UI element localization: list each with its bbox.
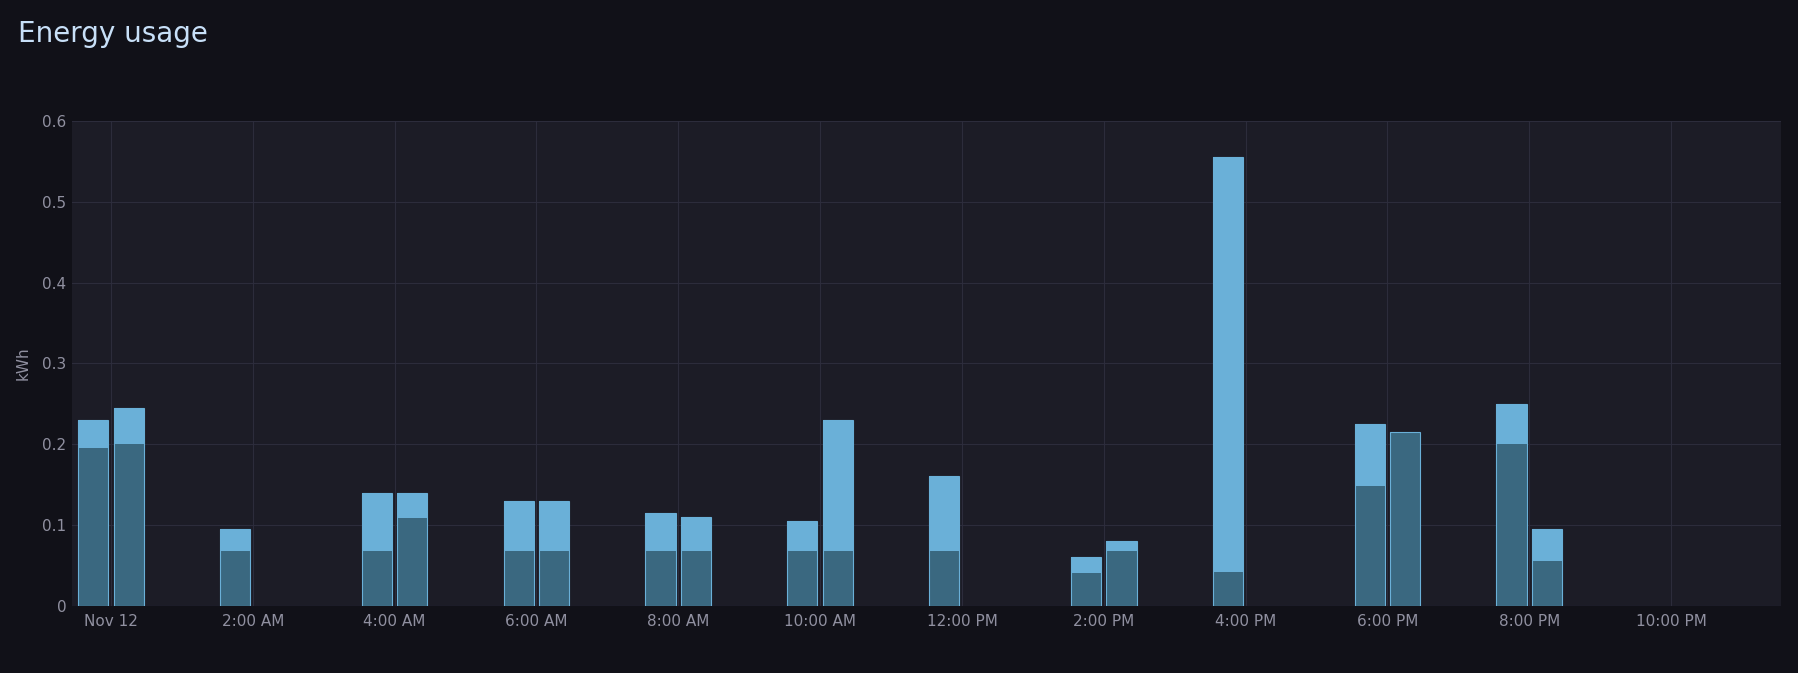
Bar <box>503 501 534 551</box>
Y-axis label: kWh: kWh <box>16 347 31 380</box>
Bar <box>681 517 710 606</box>
Text: Energy usage: Energy usage <box>18 20 209 48</box>
Bar <box>1070 557 1100 606</box>
Bar <box>645 513 676 606</box>
Bar <box>113 444 144 606</box>
Bar <box>681 551 710 606</box>
Bar <box>1390 432 1419 606</box>
Bar <box>219 551 250 606</box>
Bar <box>397 493 428 518</box>
Bar <box>77 448 108 606</box>
Bar <box>113 408 144 606</box>
Bar <box>539 501 568 606</box>
Bar <box>645 551 676 606</box>
Bar <box>539 501 568 551</box>
Bar <box>822 420 852 551</box>
Bar <box>1212 572 1242 606</box>
Bar <box>1212 157 1242 572</box>
Bar <box>1532 529 1561 606</box>
Bar <box>397 518 428 606</box>
Bar <box>361 493 392 551</box>
Bar <box>1106 541 1136 551</box>
Bar <box>1070 557 1100 573</box>
Bar <box>928 476 958 551</box>
Bar <box>1496 404 1527 444</box>
Bar <box>539 551 568 606</box>
Bar <box>1532 529 1561 561</box>
Bar <box>219 529 250 606</box>
Bar <box>822 551 852 606</box>
Bar <box>1496 404 1527 606</box>
Bar <box>1354 486 1384 606</box>
Bar <box>788 551 816 606</box>
Bar <box>1532 561 1561 606</box>
Bar <box>77 420 108 448</box>
Bar <box>1212 157 1242 606</box>
Bar <box>503 551 534 606</box>
Bar <box>1354 424 1384 486</box>
Bar <box>77 420 108 606</box>
Bar <box>503 501 534 606</box>
Bar <box>397 493 428 606</box>
Bar <box>113 408 144 444</box>
Bar <box>681 517 710 551</box>
Bar <box>788 521 816 606</box>
Bar <box>788 521 816 551</box>
Bar <box>645 513 676 551</box>
Bar <box>1390 432 1419 606</box>
Bar <box>219 529 250 551</box>
Bar <box>1070 573 1100 606</box>
Bar <box>1354 424 1384 606</box>
Bar <box>361 493 392 606</box>
Bar <box>822 420 852 606</box>
Bar <box>928 476 958 606</box>
Bar <box>1496 444 1527 606</box>
Bar <box>361 551 392 606</box>
Bar <box>928 551 958 606</box>
Bar <box>1106 541 1136 606</box>
Bar <box>1106 551 1136 606</box>
